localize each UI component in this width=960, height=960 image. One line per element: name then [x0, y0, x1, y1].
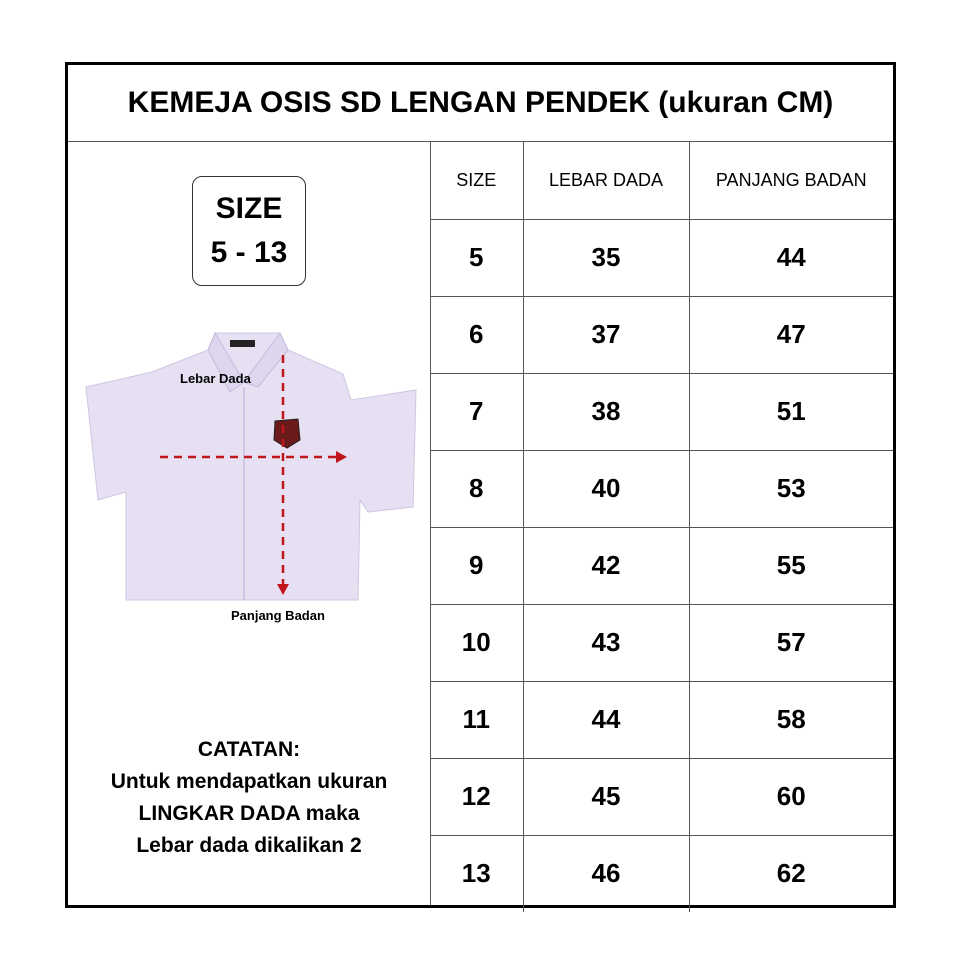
size-table: SIZE LEBAR DADA PANJANG BADAN 5 35 44 6 37 4… [430, 142, 893, 912]
size-badge-range: 5 - 13 [210, 236, 288, 269]
cell-chest-width: 40 [522, 449, 690, 528]
cell-chest-width: 46 [522, 834, 690, 912]
table-row: 10 43 57 [430, 603, 893, 682]
chest-width-label: Lebar Dada [180, 371, 251, 386]
cell-size: 12 [430, 757, 524, 836]
table-row: 9 42 55 [430, 526, 893, 605]
header-body-length: PANJANG BADAN [688, 142, 893, 220]
shirt-illustration [85, 331, 417, 601]
cell-size: 10 [430, 603, 524, 682]
header-chest-width: LEBAR DADA [522, 142, 690, 220]
measure-arrows [160, 355, 336, 584]
cell-body-length: 58 [688, 680, 893, 759]
table-row: 5 35 44 [430, 218, 893, 297]
cell-chest-width: 43 [522, 603, 690, 682]
cell-body-length: 53 [688, 449, 893, 528]
note-heading: CATATAN: [197, 738, 301, 761]
table-row: 7 38 51 [430, 372, 893, 451]
cell-body-length: 62 [688, 834, 893, 912]
cell-size: 5 [430, 218, 524, 297]
cell-size: 8 [430, 449, 524, 528]
note: CATATAN: Untuk mendapatkan ukuran LINGKA… [68, 734, 430, 862]
shirt-image [85, 331, 417, 601]
cell-chest-width: 45 [522, 757, 690, 836]
cell-chest-width: 35 [522, 218, 690, 297]
table-row: 11 44 58 [430, 680, 893, 759]
cell-body-length: 55 [688, 526, 893, 605]
note-line: Untuk mendapatkan ukuran [110, 770, 388, 793]
cell-chest-width: 38 [522, 372, 690, 451]
cell-chest-width: 42 [522, 526, 690, 605]
cell-size: 13 [430, 834, 524, 912]
body-length-label: Panjang Badan [231, 608, 325, 623]
cell-body-length: 47 [688, 295, 893, 374]
cell-body-length: 60 [688, 757, 893, 836]
chart-title: KEMEJA OSIS SD LENGAN PENDEK (ukuran CM) [68, 65, 893, 142]
cell-body-length: 57 [688, 603, 893, 682]
cell-body-length: 51 [688, 372, 893, 451]
table-row: 12 45 60 [430, 757, 893, 836]
note-line: LINGKAR DADA maka [138, 802, 360, 825]
cell-size: 11 [430, 680, 524, 759]
note-line: Lebar dada dikalikan 2 [136, 834, 362, 857]
cell-size: 6 [430, 295, 524, 374]
left-panel: SIZE 5 - 13 Lebar Dada Panjang Badan CAT… [68, 142, 431, 905]
cell-body-length: 44 [688, 218, 893, 297]
table-header: SIZE LEBAR DADA PANJANG BADAN [430, 142, 893, 220]
size-badge: SIZE 5 - 13 [192, 176, 306, 286]
size-chart: KEMEJA OSIS SD LENGAN PENDEK (ukuran CM)… [65, 62, 896, 912]
cell-size: 7 [430, 372, 524, 451]
table-row: 13 46 62 [430, 834, 893, 912]
cell-chest-width: 37 [522, 295, 690, 374]
header-size: SIZE [430, 142, 524, 220]
table-row: 6 37 47 [430, 295, 893, 374]
cell-size: 9 [430, 526, 524, 605]
size-badge-label: SIZE [215, 192, 283, 225]
cell-chest-width: 44 [522, 680, 690, 759]
table-row: 8 40 53 [430, 449, 893, 528]
